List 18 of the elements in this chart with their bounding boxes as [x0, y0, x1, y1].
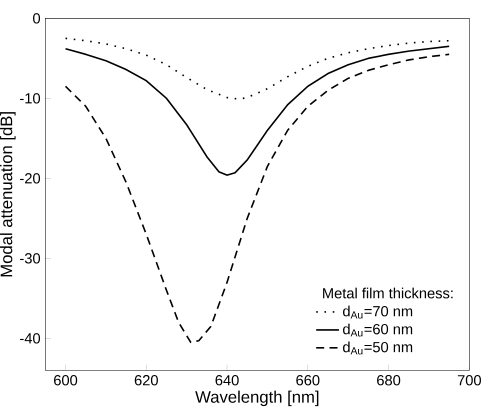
legend-title: Metal film thickness:	[323, 288, 453, 298]
x-tick-label: 640	[216, 375, 239, 386]
x-tick-label: 660	[296, 375, 320, 386]
x-tick-label: 600	[54, 375, 78, 386]
x-tick-label: 680	[377, 375, 400, 386]
x-tick-label: 620	[134, 375, 158, 386]
y-tick-label: -10	[20, 93, 40, 104]
x-tick-label: 700	[458, 375, 481, 386]
y-axis-title: Modal attenuation [dB]	[0, 112, 16, 276]
y-tick-label: -20	[20, 173, 40, 184]
y-tick-label: 0	[33, 13, 40, 24]
line-series	[64, 38, 450, 100]
legend-label: d$_{Au}$=50 nm	[343, 342, 412, 354]
legend-label: d$_{Au}$=70 nm	[343, 306, 412, 319]
x-axis-title: Wavelength [nm]	[195, 390, 318, 406]
y-tick-label: -30	[20, 253, 40, 264]
legend-label: d$_{Au}$=60 nm	[343, 324, 412, 337]
y-tick-label: -40	[20, 333, 40, 344]
